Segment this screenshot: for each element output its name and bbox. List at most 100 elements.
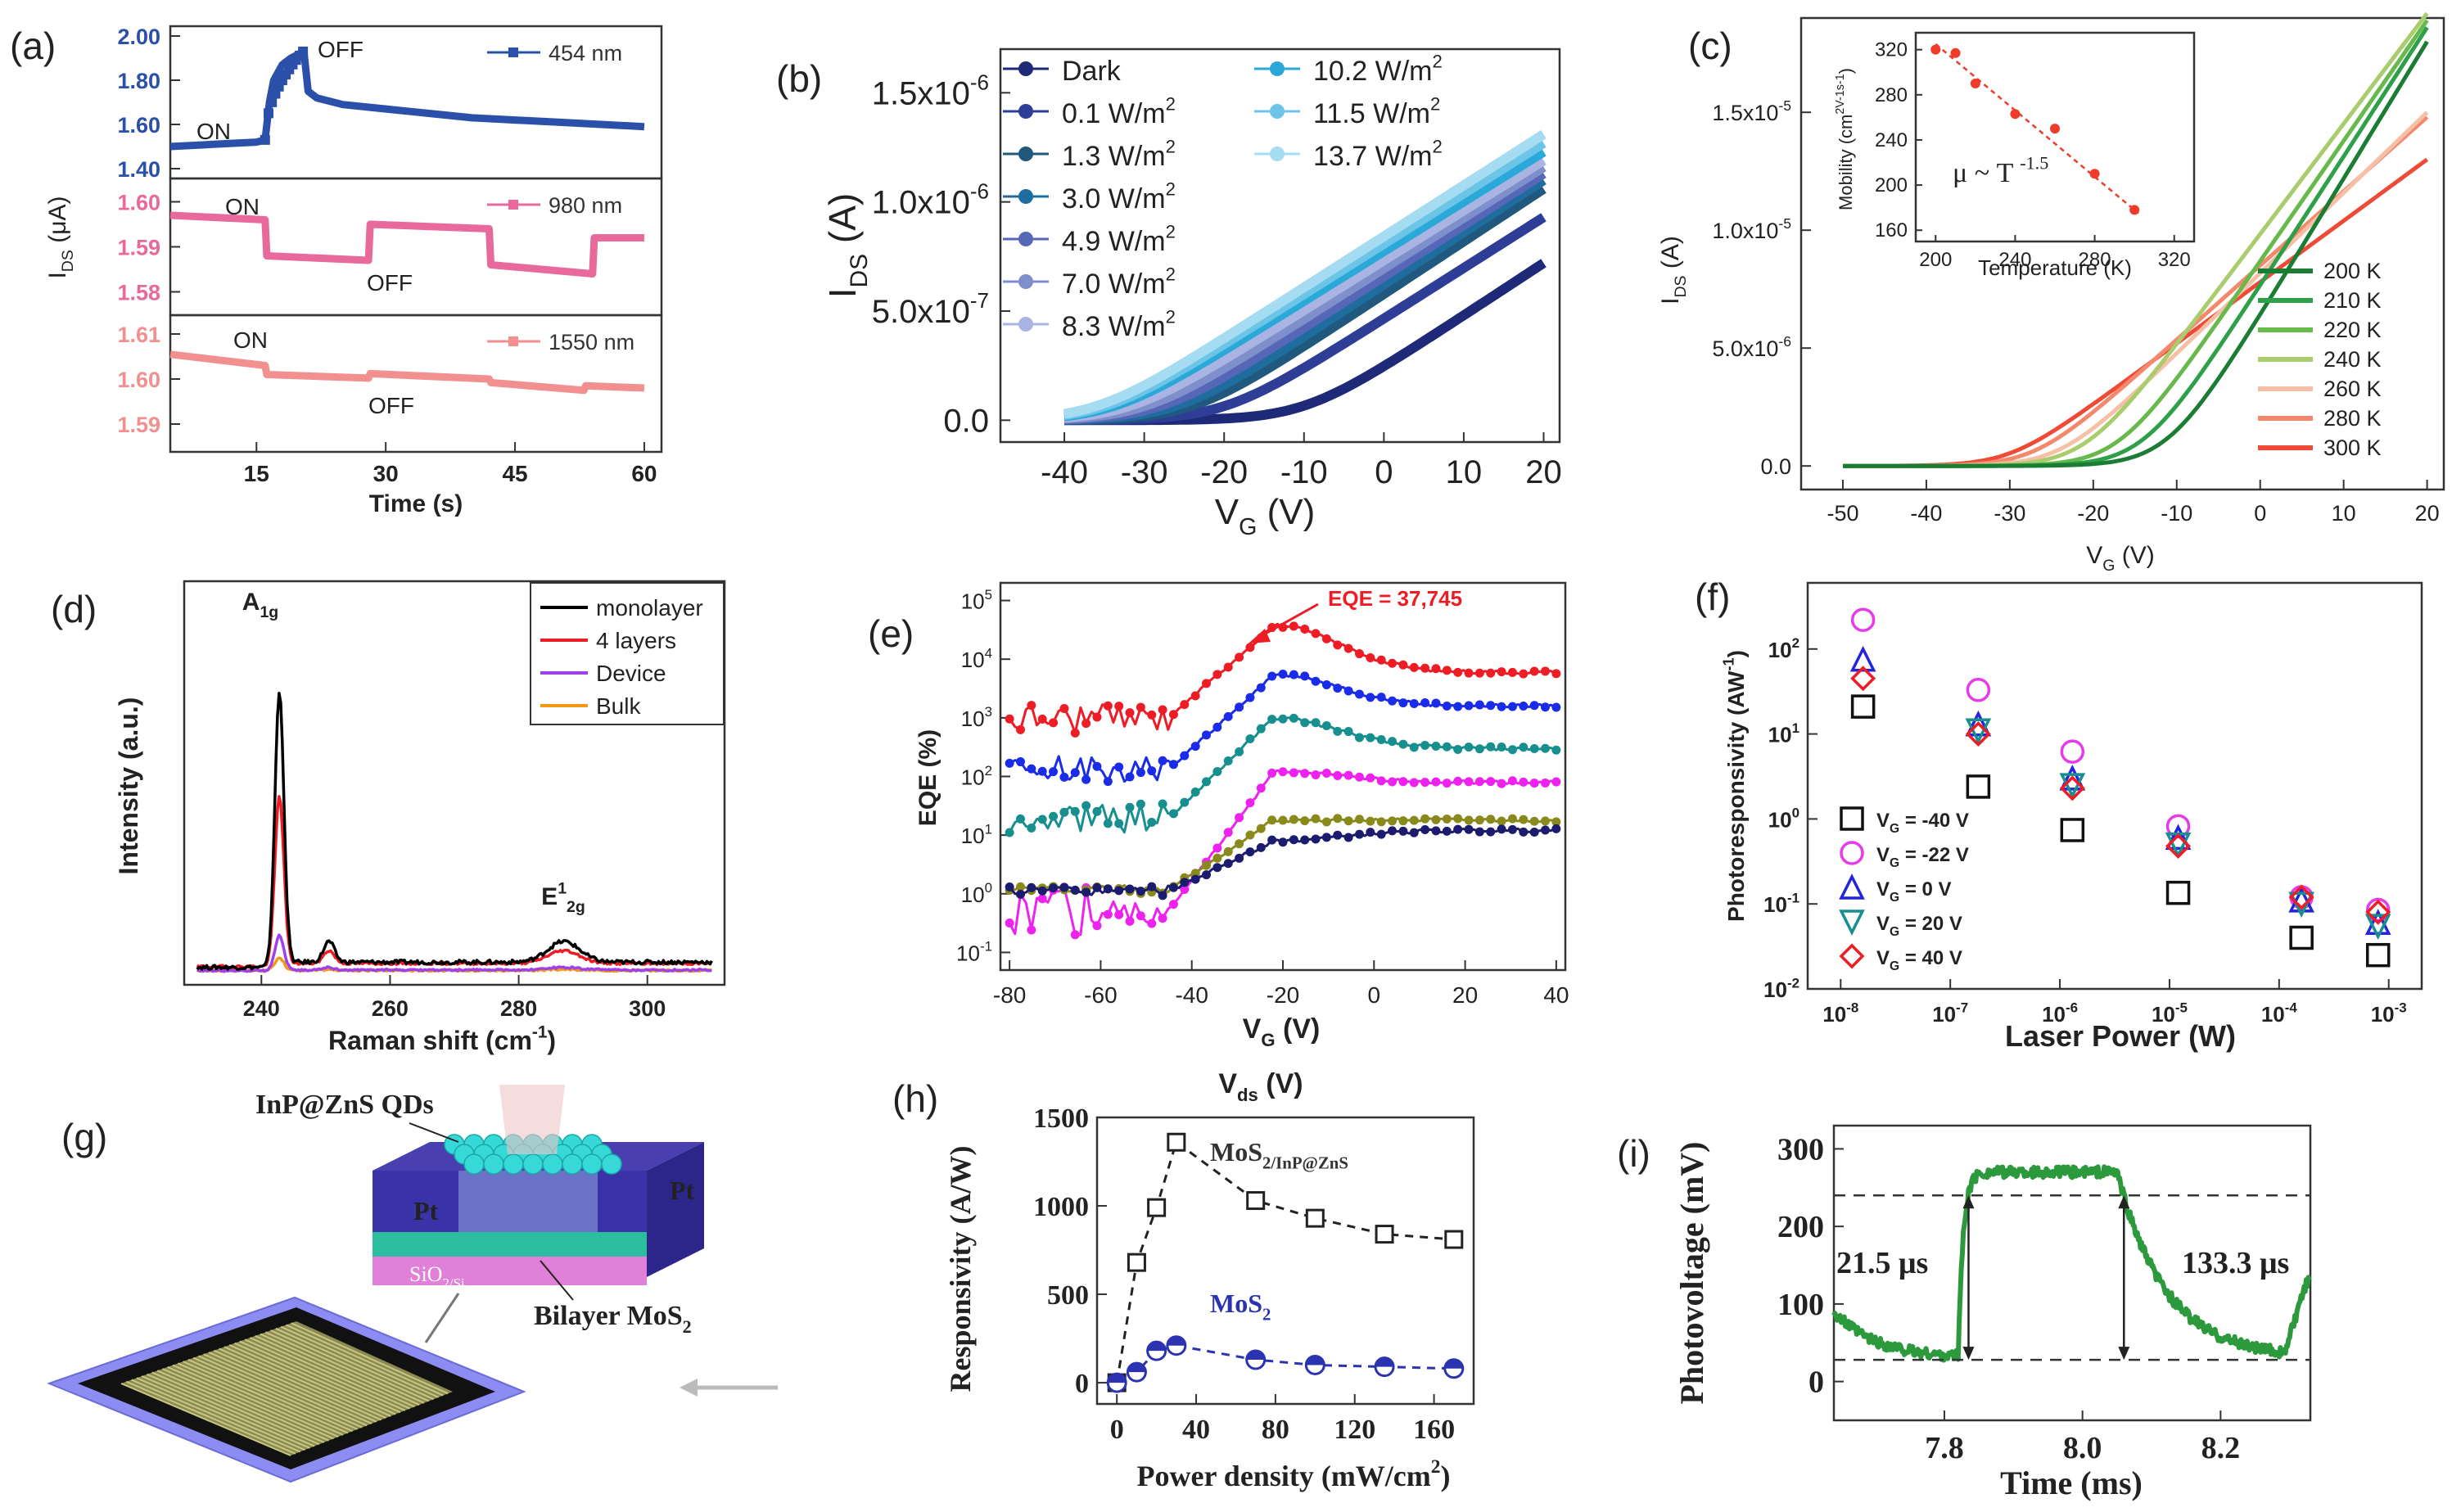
- y-tick-label: 1.59: [117, 413, 160, 437]
- data-point: [1497, 702, 1506, 711]
- quantum-dot: [562, 1153, 583, 1175]
- data-point: [1529, 743, 1539, 753]
- mos2-layer: [373, 1232, 647, 1257]
- legend-label: 10.2 W/m2: [1313, 52, 1443, 87]
- data-point: [1289, 670, 1298, 679]
- pointer-line: [540, 1260, 574, 1301]
- panel-e: (e) -80 -60 -40 -20 0 20 40 10-1 100 101 102 103 104 1…: [868, 581, 1569, 1050]
- x-tick-label: 40: [1543, 982, 1569, 1008]
- annotation-fall-time: 133.3 μs: [2182, 1246, 2289, 1280]
- data-point: [1333, 814, 1343, 824]
- x-tick-label: -20: [1267, 982, 1299, 1008]
- data-point: [1202, 870, 1212, 880]
- data-point: [1180, 700, 1190, 710]
- annotation-text: EQE = 37,745: [1328, 586, 1462, 611]
- label-pt-right: Pt: [670, 1176, 695, 1205]
- data-point: [2364, 909, 2391, 935]
- y-tick-label: 1.5x10-5: [1712, 97, 1791, 125]
- quantum-dot: [601, 1153, 622, 1175]
- data-point: [2060, 739, 2085, 764]
- series-line-1: [1116, 1344, 1454, 1384]
- data-point: [1212, 843, 1222, 853]
- data-point-half: [1306, 1356, 1325, 1365]
- electrode-finger: [280, 1325, 439, 1398]
- data-point: [1965, 721, 1991, 747]
- data-point: [1431, 815, 1441, 824]
- data-point-half: [1444, 1359, 1463, 1369]
- y-tick-label: 5.0x10-6: [1712, 333, 1791, 361]
- data-point: [1212, 766, 1222, 776]
- data-point: [1147, 818, 1157, 828]
- data-point: [1507, 814, 1517, 824]
- data-point: [1474, 777, 1484, 787]
- data-point: [260, 134, 270, 145]
- inset-data-point: [1950, 47, 1961, 58]
- y-tick-label: 102: [961, 763, 992, 790]
- data-point: [1235, 813, 1244, 823]
- y-tick-label: 101: [961, 821, 992, 848]
- data-point: [1343, 727, 1353, 737]
- data-point: [1464, 742, 1474, 752]
- data-point: [1059, 807, 1069, 817]
- x-tick-label: 45: [502, 461, 527, 486]
- y-tick-label: 1.0x10-5: [1712, 215, 1791, 243]
- electrode-finger: [228, 1344, 391, 1417]
- x-tick-label: -30: [1994, 501, 2025, 526]
- y-tick-label: 0: [1075, 1369, 1089, 1399]
- data-point: [1278, 670, 1288, 679]
- data-point: [1529, 827, 1539, 837]
- data-point: [1366, 828, 1375, 837]
- legend-marker: [1018, 147, 1033, 161]
- data-point: [1519, 827, 1529, 837]
- plot-frame: [999, 47, 1561, 444]
- data-point: [1366, 816, 1375, 826]
- data-point: [1551, 817, 1561, 827]
- data-point: [1202, 777, 1212, 787]
- data-point: [1245, 830, 1255, 840]
- data-point: [1136, 799, 1145, 809]
- y-axis-label: Responsivity (A/W): [944, 1145, 977, 1392]
- annotation-on: ON: [225, 194, 260, 219]
- y-tick-label: 1.59: [117, 236, 160, 260]
- legend-label: Bulk: [596, 693, 641, 719]
- data-point: [1388, 777, 1398, 787]
- inset-annotation: μ ~ T -1.5: [1953, 153, 2048, 188]
- y-tick-label: 103: [961, 704, 992, 731]
- x-axis-label: VG (V): [1215, 492, 1316, 540]
- panel-label: (d): [51, 588, 97, 630]
- data-point: [1311, 676, 1321, 686]
- data-point: [1168, 760, 1178, 770]
- electrode-finger: [161, 1368, 329, 1442]
- series-line-9: [1063, 129, 1547, 419]
- data-point: [1343, 643, 1353, 653]
- data-point: [1420, 778, 1430, 788]
- data-point: [1453, 814, 1463, 824]
- data-point: [2165, 824, 2192, 851]
- data-point: [2059, 775, 2085, 801]
- x-tick-label: 15: [244, 461, 269, 486]
- data-point: [1136, 768, 1145, 778]
- y-axis-label: Intensity (a.u.): [114, 697, 143, 875]
- electrode-finger: [151, 1371, 320, 1446]
- data-point: [1376, 817, 1386, 827]
- data-point: [1267, 815, 1277, 825]
- data-point: [1256, 724, 1266, 733]
- data-point: [1431, 742, 1441, 751]
- data-point: [1015, 757, 1025, 767]
- data-point: [1541, 743, 1551, 753]
- y-axis-label: IDS (μA): [44, 196, 77, 278]
- peak-label: A1g: [242, 589, 278, 621]
- y-tick-label: 1500: [1033, 1104, 1089, 1134]
- data-point: [1223, 756, 1233, 766]
- legend-marker: [1018, 317, 1033, 332]
- electrode-finger: [187, 1359, 354, 1433]
- data-point: [1027, 823, 1036, 833]
- inset-data-point: [1970, 79, 1980, 89]
- x-tick-label: 10-5: [2152, 1000, 2188, 1027]
- data-point: [1147, 1198, 1167, 1217]
- data-point: [1070, 768, 1080, 778]
- electrode-finger: [234, 1342, 396, 1415]
- data-point: [1256, 824, 1266, 833]
- data-point: [267, 97, 278, 107]
- x-tick-label: -30: [1121, 454, 1168, 490]
